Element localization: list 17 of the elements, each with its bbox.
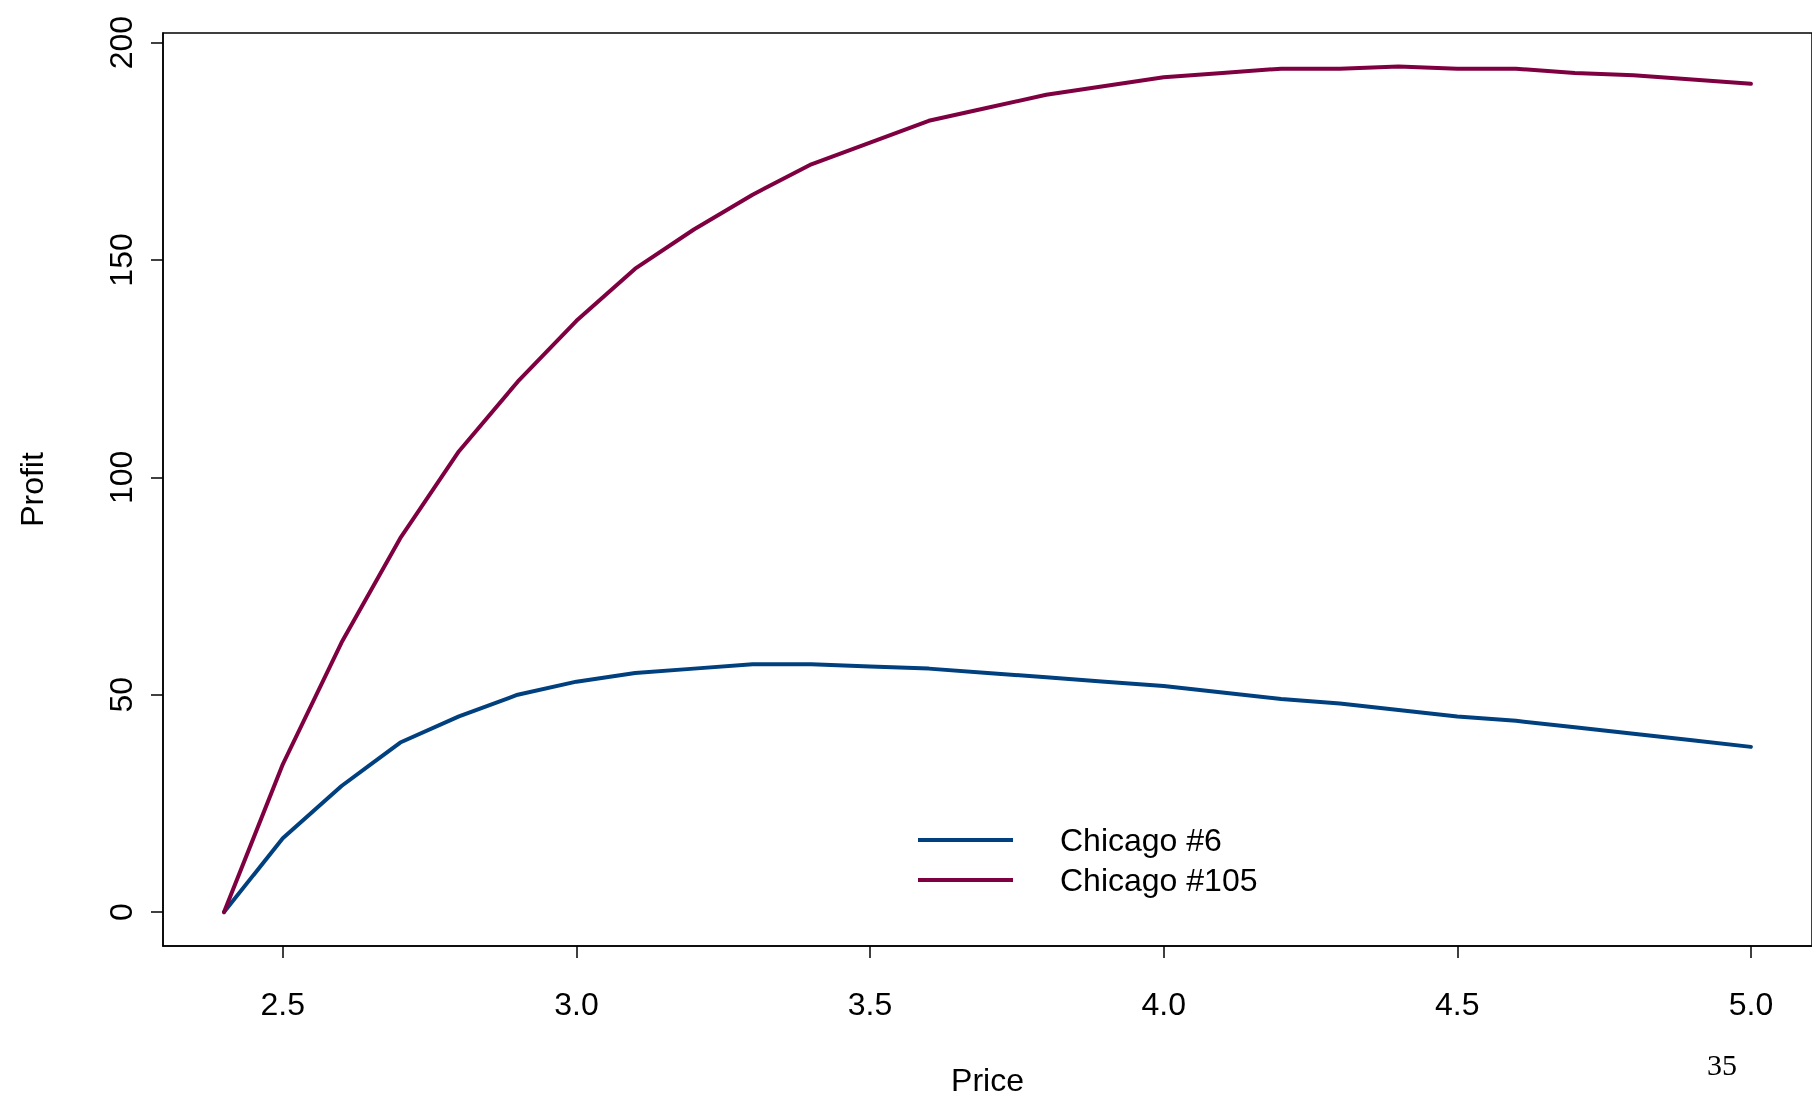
x-tick-label: 3.0 [554, 986, 599, 1022]
y-tick-label: 50 [103, 676, 139, 713]
text: 35 [1707, 1047, 1737, 1081]
legend-label: Chicago #6 [1060, 822, 1222, 858]
x-tick-label: 4.0 [1141, 986, 1186, 1022]
y-tick-label: 200 [103, 15, 139, 70]
y-tick-label: 0 [103, 903, 139, 921]
y-tick-label: 100 [103, 450, 139, 505]
line-series [222, 64, 1753, 915]
x-tick-label: 3.5 [847, 986, 893, 1022]
x-tick-label: 5.0 [1728, 986, 1774, 1022]
legend-label: Chicago #105 [1060, 862, 1258, 898]
y-axis-title: Profit [14, 452, 50, 527]
x-axis-title: Price [951, 1062, 1024, 1098]
y-tick-label: 150 [103, 233, 139, 287]
x-tick-label: 4.5 [1435, 986, 1480, 1022]
x-tick-label: 2.5 [260, 986, 306, 1022]
